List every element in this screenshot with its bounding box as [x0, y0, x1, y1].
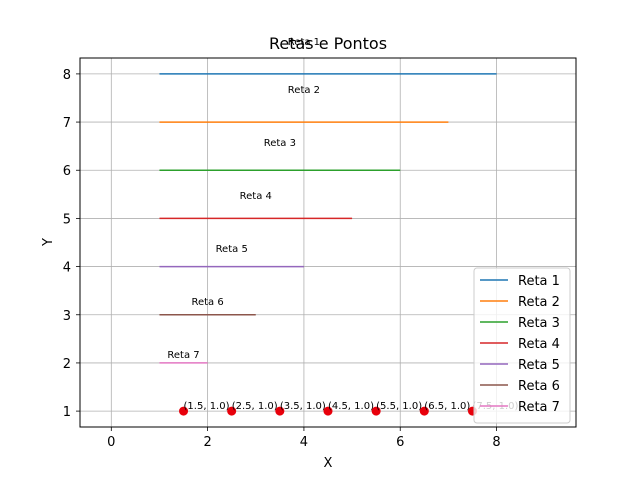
- legend-entry-7: Reta 7: [518, 400, 560, 415]
- series-label-4: Reta 4: [240, 191, 272, 202]
- chart-title: Retas e Pontos: [269, 34, 387, 53]
- series-line-labels: Reta 1 Reta 2 Reta 3 Reta 4 Reta 5 Reta 6 Reta…: [167, 37, 320, 361]
- y-tick-label: 7: [63, 116, 71, 131]
- scatter-point: [371, 406, 381, 416]
- y-tick-label: 5: [63, 212, 71, 227]
- legend-entry-1: Reta 1: [518, 274, 560, 289]
- legend-entry-5: Reta 5: [518, 358, 560, 373]
- y-tick-label: 6: [63, 164, 71, 179]
- y-tick-label: 1: [63, 405, 71, 420]
- plot-frame: [79, 57, 577, 428]
- point-label: (6.5, 1.0): [424, 401, 470, 412]
- y-tick-label: 8: [63, 68, 71, 83]
- y-axis-label: Y: [41, 238, 56, 247]
- y-tick-label: 3: [63, 309, 71, 324]
- scatter-point: [179, 406, 189, 416]
- x-tick-label: 0: [107, 435, 115, 450]
- x-tick-label: 8: [492, 435, 500, 450]
- legend-entry-6: Reta 6: [518, 379, 560, 394]
- y-tick-label: 4: [63, 261, 71, 276]
- point-label: (1.5, 1.0): [184, 401, 230, 412]
- point-label: (4.5, 1.0): [328, 401, 374, 412]
- series-label-7: Reta 7: [167, 350, 199, 361]
- legend-entry-2: Reta 2: [518, 295, 560, 310]
- series-label-2: Reta 2: [288, 85, 320, 96]
- point-label: (5.5, 1.0): [376, 401, 422, 412]
- scatter-point: [419, 406, 429, 416]
- axis-ticks: 0 2 4 6 8 1 2 3 4 5 6 7 8: [63, 68, 501, 450]
- x-tick-label: 4: [300, 435, 308, 450]
- series-label-6: Reta 6: [191, 297, 223, 308]
- point-label: (2.5, 1.0): [232, 401, 278, 412]
- legend-entry-3: Reta 3: [518, 316, 560, 331]
- series-lines: [159, 73, 497, 364]
- scatter-point: [323, 406, 333, 416]
- series-label-1: Reta 1: [288, 37, 320, 48]
- series-label-3: Reta 3: [264, 138, 296, 149]
- x-tick-label: 2: [203, 435, 211, 450]
- legend: Reta 1 Reta 2 Reta 3 Reta 4 Reta 5 Reta 6 Reta…: [473, 267, 571, 424]
- scatter-point: [275, 406, 285, 416]
- x-tick-label: 6: [396, 435, 404, 450]
- y-tick-label: 2: [63, 357, 71, 372]
- series-label-5: Reta 5: [216, 244, 248, 255]
- scatter-point: [227, 406, 237, 416]
- x-axis-label: X: [324, 456, 333, 471]
- legend-entry-4: Reta 4: [518, 337, 560, 352]
- point-label: (3.5, 1.0): [280, 401, 326, 412]
